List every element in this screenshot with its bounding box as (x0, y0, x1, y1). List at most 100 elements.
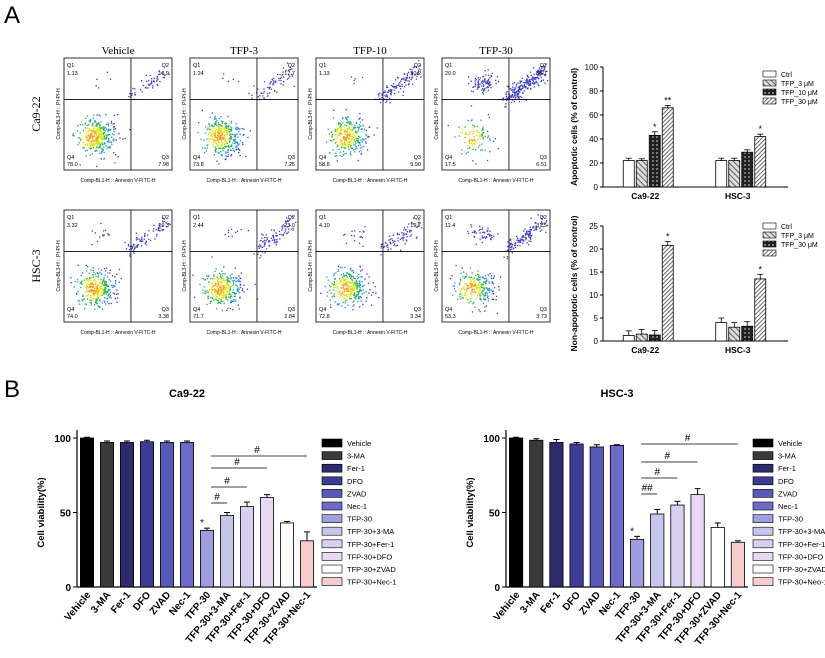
legend-swatch (752, 552, 774, 561)
legend-label: TFP-30+DFO (778, 552, 823, 561)
legend-label: DFO (347, 477, 363, 486)
bar (715, 322, 728, 342)
flow-x-axis-label: Comp-BL1-H :: Annexin V-FITC-H (206, 178, 281, 184)
flow-row-label: HSC-3 (29, 249, 43, 282)
legend-label: Vehicle (347, 439, 371, 448)
flow-dots (197, 62, 295, 165)
flow-dots (447, 63, 549, 165)
significance-mark: * (758, 264, 762, 274)
quadrant-q1-value: 11.4 (445, 223, 455, 229)
bar (710, 527, 725, 588)
x-tick-label: HSC-3 (725, 191, 751, 201)
legend-swatch (321, 539, 343, 549)
bar (730, 541, 745, 588)
quadrant-q2-label: Q2 (540, 215, 547, 221)
quadrant-q1-value: 20.0 (445, 71, 456, 77)
bar (120, 442, 135, 588)
flow-y-axis-label: Comp-BL3-H :: PI-PI-H (182, 88, 188, 140)
quadrant-q1-label: Q1 (319, 215, 326, 221)
quadrant-q3-label: Q3 (288, 307, 295, 313)
y-tick-label: 50 (489, 509, 501, 520)
legend-swatch (752, 451, 774, 460)
y-axis-label: Cell viability(%) (465, 477, 476, 547)
quadrant-q1-label: Q1 (445, 63, 452, 69)
x-tick-label: Fer-1 (109, 590, 133, 616)
quadrant-q3-label: Q3 (540, 155, 547, 161)
legend-label: TFP-30+Nec-1 (347, 578, 396, 587)
quadrant-q1-label: Q1 (193, 63, 200, 69)
flow-x-axis-label: Comp-BL1-H :: Annexin V-FITC-H (332, 330, 407, 336)
legend-swatch (321, 489, 343, 498)
quadrant-q4-value: 17.5 (445, 162, 456, 168)
bar (299, 540, 314, 588)
flow-y-axis-label: Comp-BL3-H :: PI-PI-H (182, 240, 188, 292)
x-tick-label: HSC-3 (725, 345, 751, 355)
quadrant-q1-value: 4.10 (319, 223, 330, 229)
legend-swatch (752, 463, 774, 473)
flow-x-axis-label: Comp-BL1-H :: Annexin V-FITC-H (458, 330, 533, 336)
y-tick-label: 60 (589, 111, 598, 120)
significance-mark: # (224, 476, 230, 487)
significance-mark: # (254, 445, 260, 456)
bar (100, 442, 115, 588)
quadrant-q2-value: 17.7 (284, 71, 295, 77)
bar (259, 497, 274, 588)
quadrant-q1-value: 1.24 (193, 71, 204, 77)
bar (635, 333, 648, 342)
y-tick-label: 5 (594, 314, 599, 323)
legend-label: Ctrl (781, 224, 792, 231)
legend-label: TFP-30+Fer-1 (778, 540, 825, 549)
bar (622, 335, 635, 342)
quadrant-q2-label: Q2 (288, 215, 295, 221)
legend-swatch (752, 489, 774, 498)
significance-mark: * (200, 518, 204, 529)
legend-swatch (752, 577, 774, 586)
bar (279, 522, 294, 588)
bar (622, 160, 635, 188)
y-tick-label: 10 (589, 291, 598, 300)
quadrant-q2-value: 23.0 (284, 223, 295, 229)
y-tick-label: 0 (65, 583, 71, 594)
x-tick-label: 3-MA (89, 590, 113, 616)
legend-label: TFP-30+DFO (347, 552, 392, 561)
legend-label: TFP-30+3-MA (778, 527, 825, 536)
quadrant-q4-label: Q4 (445, 307, 452, 313)
significance-mark: ## (642, 483, 654, 494)
legend-swatch (321, 451, 343, 460)
bar (199, 529, 214, 588)
flow-y-axis-label: Comp-BL3-H :: PI-PI-H (308, 240, 314, 292)
quadrant-q2-value: 30.2 (410, 71, 421, 77)
legend-label: TFP-30+3-MA (347, 527, 394, 536)
significance-mark: * (630, 526, 634, 537)
quadrant-q3-value: 2.84 (284, 314, 295, 320)
quadrant-q4-label: Q4 (319, 307, 326, 313)
bar (741, 151, 754, 188)
chart-title: Ca9-22 (169, 388, 205, 400)
quadrant-q2-label: Q2 (414, 63, 421, 69)
flow-y-axis-label: Comp-BL3-H :: PI-PI-H (308, 88, 314, 140)
flow-x-axis-label: Comp-BL1-H :: Annexin V-FITC-H (80, 330, 155, 336)
legend-label: ZVAD (347, 489, 367, 498)
quadrant-q2-value: 19.7 (410, 223, 421, 229)
apoptotic-chart: 0 20 40 60 80 100 Apoptotic cells (% of contro… (569, 63, 818, 201)
legend-swatch (762, 240, 777, 248)
y-axis-label: Apoptotic cells (% of control) (569, 68, 579, 186)
legend-swatch (321, 577, 343, 586)
bar (509, 437, 524, 588)
x-tick-label: Ca9-22 (631, 345, 659, 355)
bar (650, 513, 665, 588)
significance-mark: * (758, 124, 762, 134)
significance-mark: # (214, 492, 220, 503)
legend-swatch (321, 476, 343, 486)
legend-swatch (752, 501, 774, 511)
quadrant-q3-value: 3.73 (536, 314, 547, 320)
bar (728, 160, 741, 188)
significance-mark: # (685, 433, 691, 444)
bar (635, 160, 648, 188)
flow-x-axis-label: Comp-BL1-H :: Annexin V-FITC-H (458, 178, 533, 184)
legend-swatch (321, 463, 343, 473)
y-tick-label: 0 (594, 337, 599, 346)
